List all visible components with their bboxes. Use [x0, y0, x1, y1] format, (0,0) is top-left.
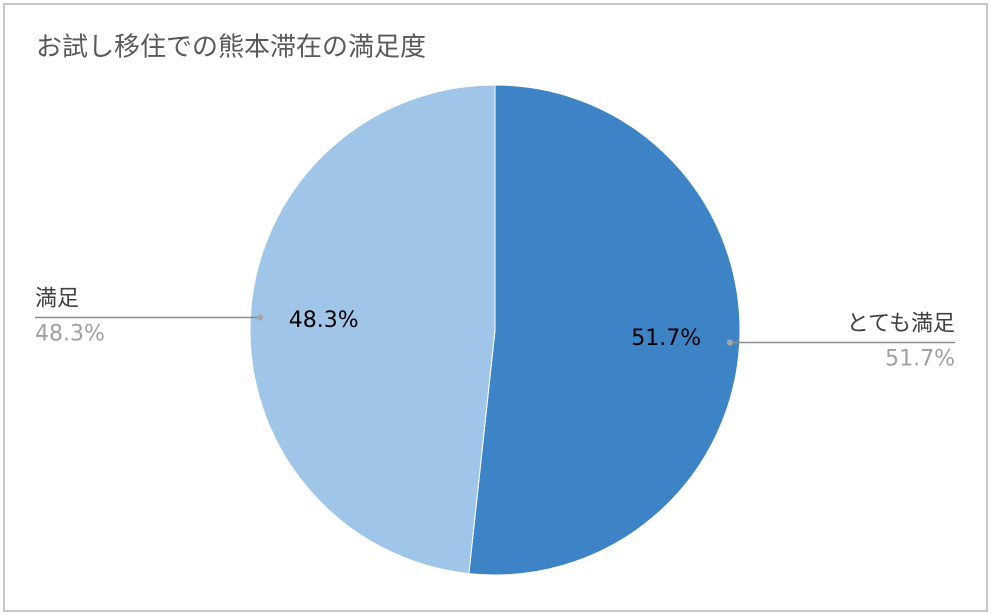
outer-category-label: 満足	[35, 286, 79, 311]
outer-value-label: 51.7%	[885, 347, 955, 372]
slice-label: 48.3%	[289, 308, 359, 333]
outer-category-label: とても満足	[847, 312, 955, 337]
leader-dot	[257, 314, 264, 321]
outer-value-label: 48.3%	[35, 321, 105, 346]
leader-dot	[726, 339, 733, 346]
slice-label: 51.7%	[631, 326, 701, 351]
chart-title: お試し移住での熊本滞在の満足度	[36, 33, 426, 63]
